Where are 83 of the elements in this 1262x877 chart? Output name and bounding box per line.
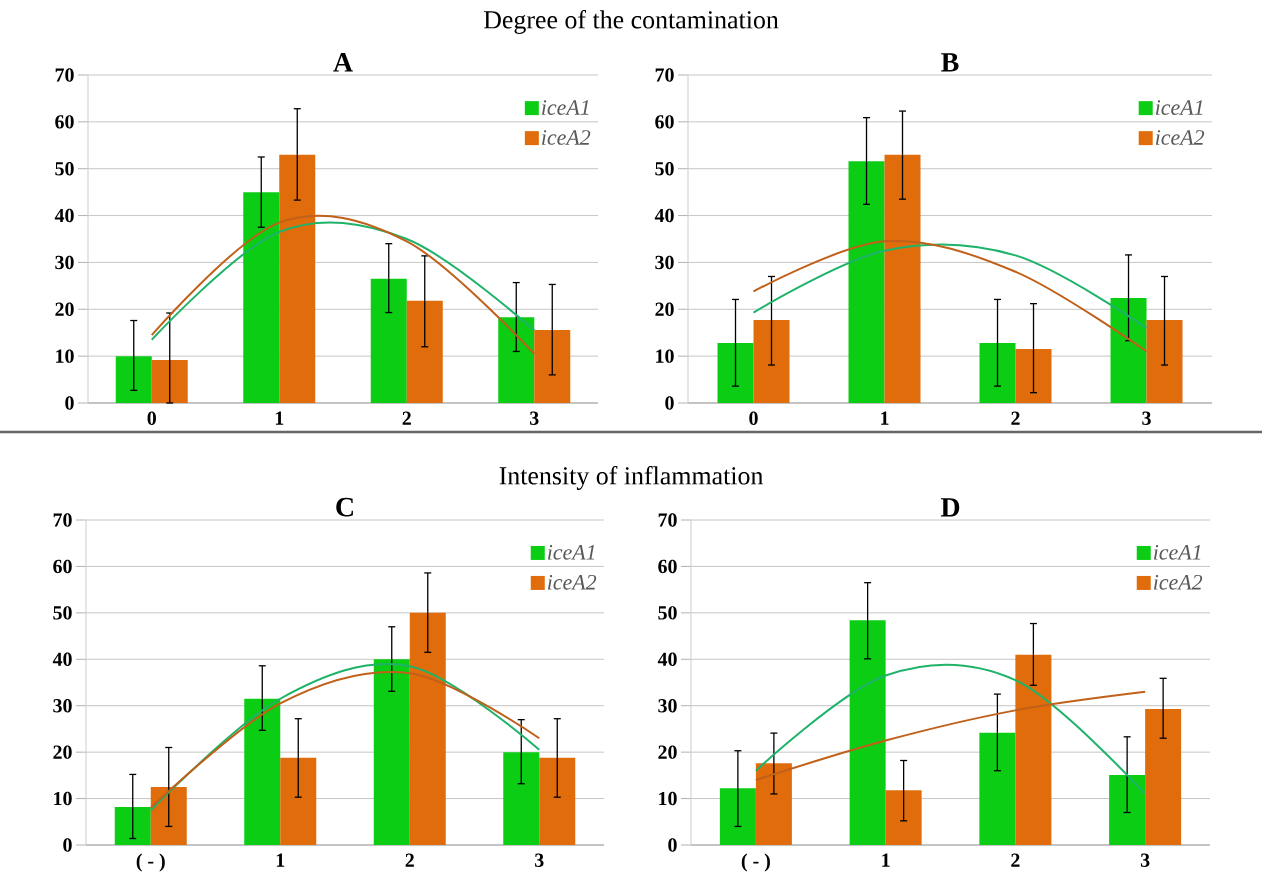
x-tick-label: 2	[405, 853, 414, 867]
y-tick-label: 40	[54, 208, 74, 223]
bar	[979, 732, 1016, 845]
legend-label: iceA2	[542, 130, 591, 145]
legend-label: iceA2	[547, 574, 597, 590]
y-tick-label: 0	[668, 838, 677, 852]
chart-title: C	[336, 497, 353, 517]
chart-title: A	[333, 53, 353, 72]
x-tick-label: 3	[1140, 853, 1150, 867]
line-series	[752, 239, 1148, 353]
text: Intensity of inflammation	[499, 466, 764, 490]
y-tick-label: 20	[658, 745, 677, 759]
x-tick-label: 0	[749, 411, 758, 425]
legend-label: iceA1	[1153, 544, 1201, 560]
y-tick-label: 50	[53, 606, 72, 620]
y-tick-label: 30	[658, 698, 677, 713]
bar	[755, 763, 792, 845]
legend-label: iceA1	[542, 100, 589, 115]
x-tick-label: 1	[881, 411, 889, 425]
x-tick-label: 2	[1011, 411, 1020, 425]
x-tick-label: 1	[276, 853, 285, 867]
bar	[1015, 654, 1052, 845]
bar	[280, 757, 317, 845]
y-tick-label: 20	[55, 302, 74, 316]
bar	[244, 698, 281, 845]
x-tick-label: 1	[882, 853, 890, 867]
y-tick-label: 60	[55, 115, 74, 129]
y-tick-label: 10	[659, 791, 677, 806]
bar	[243, 192, 280, 403]
y-tick-label: 20	[53, 745, 72, 759]
y-tick-label: 20	[655, 302, 674, 316]
y-tick-label: 70	[658, 513, 677, 527]
chart-title: D	[940, 498, 960, 517]
x-tick-label: 3	[1142, 411, 1151, 425]
legend-label: iceA1	[547, 544, 595, 560]
y-tick-label: 30	[53, 698, 72, 713]
y-tick-label: 40	[654, 208, 674, 223]
bar	[406, 300, 443, 403]
legend-label: iceA2	[1153, 574, 1203, 590]
legend-label: iceA2	[1155, 130, 1205, 145]
y-tick-label: 40	[52, 652, 72, 666]
y-tick-label: 0	[65, 396, 74, 410]
y-tick-label: 0	[63, 838, 72, 852]
bar	[884, 154, 921, 403]
bar	[498, 317, 535, 403]
x-tick-label: ( - )	[741, 853, 770, 872]
y-tick-label: 10	[56, 349, 74, 363]
x-tick-label: 2	[1011, 853, 1020, 867]
y-tick-label: 70	[53, 513, 72, 527]
y-tick-label: 30	[55, 255, 74, 270]
y-tick-label: 60	[655, 115, 674, 129]
bar	[1110, 298, 1147, 403]
line-series	[754, 690, 1147, 781]
y-tick-label: 0	[665, 396, 674, 410]
y-tick-label: 50	[658, 606, 677, 620]
x-tick-label: 2	[402, 411, 411, 425]
x-tick-label: 1	[275, 411, 284, 425]
chart-title: B	[941, 53, 959, 72]
y-tick-label: 10	[656, 349, 674, 363]
x-tick-label: 0	[147, 411, 156, 425]
bar	[539, 757, 576, 845]
bar	[503, 752, 540, 845]
x-tick-label: ( - )	[136, 853, 165, 872]
y-tick-label: 50	[55, 161, 74, 176]
bar	[1145, 708, 1182, 845]
bar	[373, 659, 410, 845]
bar	[370, 278, 407, 403]
y-tick-label: 50	[655, 161, 674, 176]
bar	[849, 620, 886, 845]
x-tick-label: 3	[530, 411, 539, 425]
y-tick-label: 10	[54, 791, 72, 806]
legend-label: iceA1	[1155, 100, 1203, 115]
text: Degree of the contamination	[483, 10, 779, 34]
y-tick-label: 70	[655, 68, 674, 82]
x-tick-label: 3	[535, 853, 544, 867]
y-tick-label: 70	[55, 68, 74, 82]
y-tick-label: 40	[657, 652, 677, 666]
bar	[279, 154, 316, 403]
y-tick-label: 60	[658, 559, 677, 574]
y-tick-label: 60	[53, 559, 72, 574]
bar	[409, 612, 446, 845]
bar	[848, 161, 885, 403]
y-tick-label: 30	[655, 255, 674, 270]
